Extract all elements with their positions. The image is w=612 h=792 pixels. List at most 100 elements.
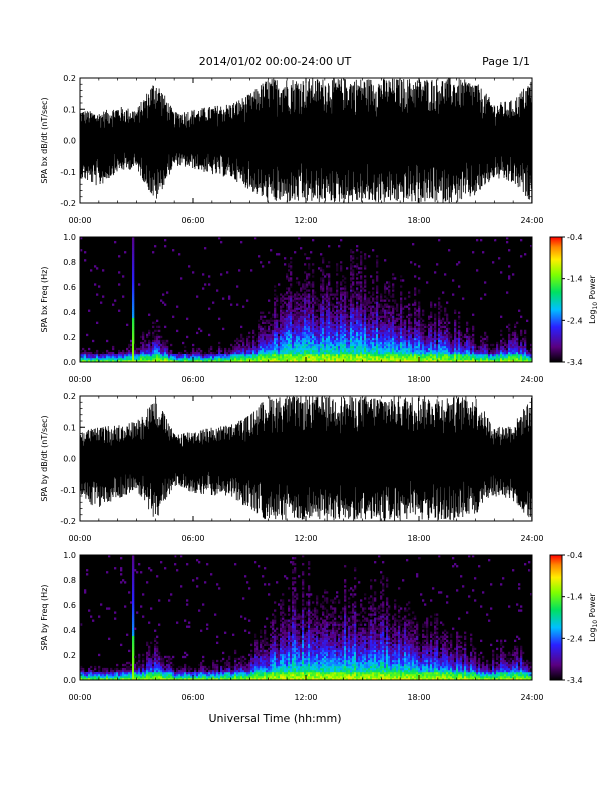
spectrogram-cell (322, 323, 325, 327)
spectrogram-cell (152, 339, 155, 343)
spectrogram-cell (268, 347, 271, 351)
spectrogram-cell (380, 293, 383, 296)
spectrogram-cell (478, 345, 481, 349)
spectrogram-cell (122, 349, 125, 353)
spectrogram-cell (208, 353, 211, 357)
spectrogram-cell (514, 325, 517, 329)
spectrogram-cell (390, 327, 393, 331)
spectrogram-cell (356, 313, 359, 316)
spectrogram-cell (164, 347, 167, 351)
spectrogram-cell (502, 345, 505, 349)
spectrogram-cell (434, 333, 437, 337)
spectrogram-cell (382, 311, 385, 314)
spectrogram-cell (130, 353, 133, 357)
spectrogram-cell (432, 359, 435, 363)
spectrogram-cell (276, 323, 279, 327)
spectrogram-cell (352, 325, 355, 329)
spectrogram-cell (220, 357, 223, 361)
spectrogram-cell (434, 325, 437, 329)
spectrogram-cell (328, 323, 331, 327)
spectrogram-cell (352, 317, 355, 320)
spectrogram-cell (248, 351, 251, 355)
spectrogram-cell (360, 355, 363, 359)
spectrogram-cell (120, 675, 123, 679)
spectrogram-cell (422, 351, 425, 355)
spectrogram-cell (356, 245, 359, 248)
spectrogram-cell (94, 671, 97, 675)
spectrogram-cell (466, 357, 469, 361)
spectrogram-cell (126, 323, 129, 327)
spectrogram-cell (144, 353, 147, 357)
spectrogram-cell (266, 319, 269, 322)
spectrogram-cell (202, 357, 205, 361)
spectrogram-cell (524, 339, 527, 343)
spectrogram-cell (278, 333, 281, 337)
spectrogram-cell (340, 353, 343, 357)
spectrogram-cell (132, 615, 135, 618)
spectrogram-cell (316, 303, 319, 306)
spectrogram-cell (324, 309, 327, 312)
spectrogram-cell (260, 355, 263, 359)
spectrogram-cell (390, 323, 393, 327)
spectrogram-cell (396, 317, 399, 320)
spectrogram-cell (482, 345, 485, 349)
spectrogram-cell (400, 293, 403, 296)
spectrogram-cell (112, 677, 115, 681)
spectrogram-cell (114, 669, 117, 673)
spectrogram-cell (270, 339, 273, 343)
spectrogram-cell (398, 349, 401, 353)
spectrogram-cell (326, 345, 329, 349)
spectrogram-cell (132, 331, 135, 335)
spectrogram-cell (420, 337, 423, 341)
spectrogram-cell (520, 343, 523, 347)
spectrogram-cell (366, 347, 369, 351)
spectrogram-cell (394, 299, 397, 302)
spectrogram-cell (458, 261, 461, 264)
spectrogram-cell (436, 263, 439, 266)
spectrogram-cell (348, 345, 351, 349)
spectrogram-cell (286, 341, 289, 345)
spectrogram-cell (320, 311, 323, 314)
spectrogram-cell (396, 339, 399, 343)
spectrogram-cell (320, 333, 323, 337)
spectrogram-cell (350, 329, 353, 333)
spectrogram-cell (428, 335, 431, 339)
spectrogram-cell (284, 355, 287, 359)
spectrogram-cell (294, 359, 297, 363)
spectrogram-cell (422, 323, 425, 327)
spectrogram-cell (228, 349, 231, 353)
spectrogram-cell (122, 673, 125, 677)
spectrogram-cell (522, 359, 525, 363)
spectrogram-cell (346, 351, 349, 355)
spectrogram-cell (386, 287, 389, 290)
spectrogram-cell (272, 355, 275, 359)
spectrogram-cell (498, 353, 501, 357)
spectrogram-cell (268, 329, 271, 333)
spectrogram-cell (400, 301, 403, 304)
spectrogram-cell (410, 335, 413, 339)
spectrogram-cell (142, 335, 145, 339)
spectrogram-cell (230, 351, 233, 355)
spectrogram-cell (420, 335, 423, 339)
spectrogram-cell (510, 339, 513, 343)
spectrogram-cell (378, 353, 381, 357)
spectrogram-cell (382, 321, 385, 324)
spectrogram-cell (326, 295, 329, 298)
spectrogram-cell (482, 357, 485, 361)
spectrogram-cell (322, 287, 325, 290)
spectrogram-cell (336, 357, 339, 361)
spectrogram-cell (348, 329, 351, 333)
spectrogram-cell (288, 335, 291, 339)
spectrogram-cell (232, 347, 235, 351)
spectrogram-cell (140, 347, 143, 351)
spectrogram-cell (516, 321, 519, 324)
spectrogram-cell (330, 291, 333, 294)
spectrogram-cell (324, 317, 327, 320)
spectrogram-cell (384, 351, 387, 355)
spectrogram-cell (414, 337, 417, 341)
spectrogram-cell (334, 295, 337, 298)
spectrogram-cell (326, 307, 329, 310)
spectrogram-cell (300, 345, 303, 349)
spectrogram-cell (240, 241, 243, 244)
spectrogram-cell (312, 347, 315, 351)
